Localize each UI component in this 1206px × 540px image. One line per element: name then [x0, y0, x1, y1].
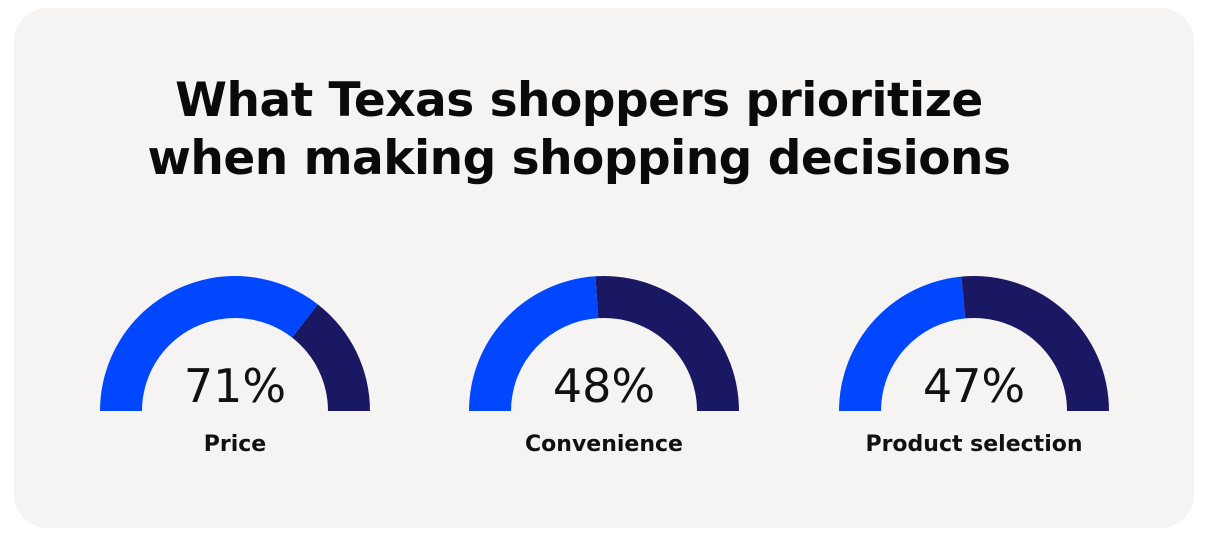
gauge-price-label: Price — [204, 432, 266, 457]
chart-card — [14, 8, 1194, 528]
gauge-price-remaining-arc — [292, 304, 370, 411]
chart-title: What Texas shoppers prioritize when maki… — [0, 72, 1158, 188]
gauge-product-selection-filled-arc — [839, 276, 966, 411]
gauge-price-filled-arc — [100, 276, 318, 411]
chart-title-line-1: What Texas shoppers prioritize — [175, 73, 983, 128]
gauge-product-selection-value: 47% — [923, 359, 1025, 413]
gauge-product-selection: 47% Product selection — [839, 275, 1109, 457]
gauge-price-value: 71% — [184, 359, 286, 413]
gauge-convenience-label: Convenience — [525, 432, 683, 457]
gauge-convenience: 48% Convenience — [469, 276, 739, 457]
gauge-convenience-value: 48% — [553, 359, 655, 413]
gauge-convenience-filled-arc — [469, 276, 599, 411]
gauge-price: 71% Price — [100, 276, 370, 457]
gauge-convenience-remaining-arc — [595, 276, 739, 411]
chart-title-line-2: when making shopping decisions — [147, 131, 1012, 186]
gauge-product-selection-remaining-arc — [961, 275, 1109, 411]
gauge-product-selection-label: Product selection — [865, 432, 1082, 457]
